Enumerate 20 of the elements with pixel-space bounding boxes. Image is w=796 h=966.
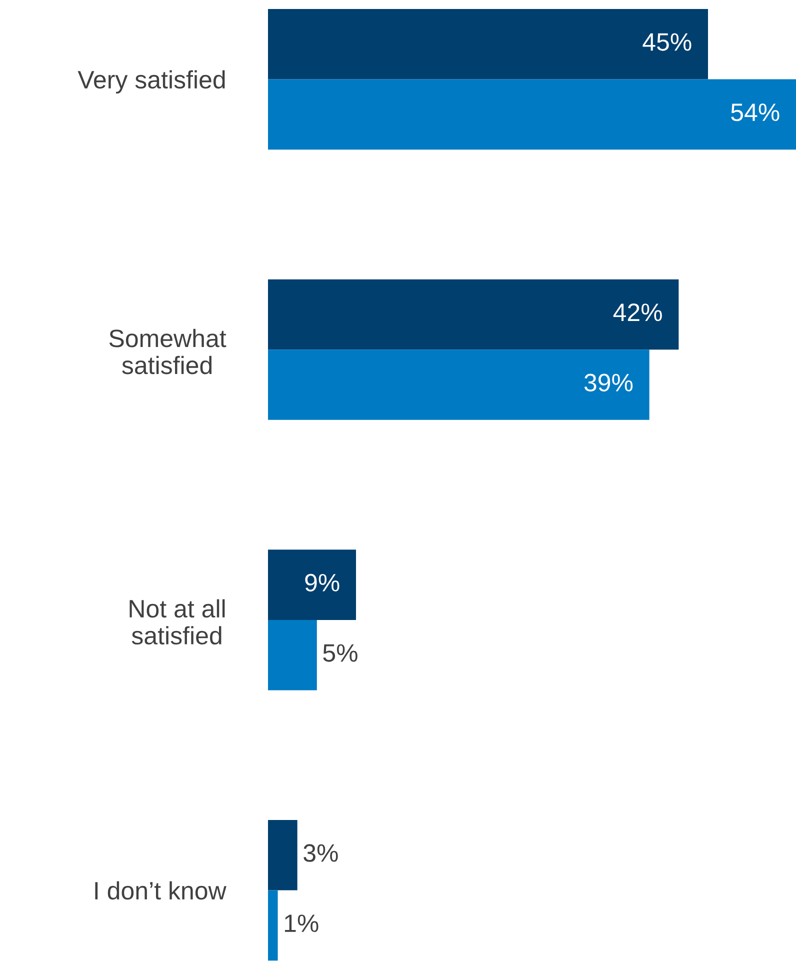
bar bbox=[268, 550, 356, 620]
bar bbox=[268, 279, 679, 350]
bar bbox=[268, 9, 708, 80]
data-label: 9% bbox=[305, 574, 340, 592]
y-tick-label: Very satisfied bbox=[78, 70, 225, 94]
y-tick-label: Somewhat satisfied bbox=[109, 328, 226, 374]
data-label: 54% bbox=[731, 104, 780, 122]
data-label: 5% bbox=[323, 644, 358, 662]
bar bbox=[268, 79, 796, 150]
bar bbox=[268, 820, 298, 890]
data-label: 3% bbox=[304, 844, 338, 862]
bar bbox=[268, 620, 317, 690]
y-tick-label: I don’t know bbox=[95, 881, 226, 900]
bar bbox=[268, 890, 278, 961]
data-label: 45% bbox=[642, 33, 692, 51]
data-label: 39% bbox=[584, 374, 633, 392]
data-label: 1% bbox=[284, 914, 318, 932]
bar bbox=[268, 350, 650, 420]
y-tick-label: Not at all satisfied bbox=[130, 599, 225, 645]
data-label: 42% bbox=[613, 303, 662, 322]
